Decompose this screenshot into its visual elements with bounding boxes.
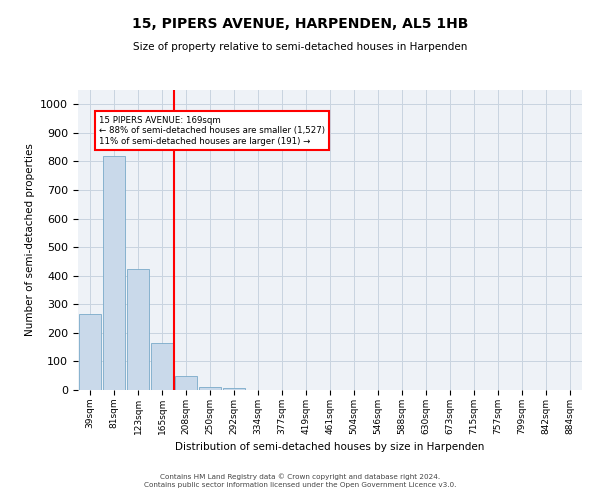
X-axis label: Distribution of semi-detached houses by size in Harpenden: Distribution of semi-detached houses by … [175,442,485,452]
Bar [127,270,149,390]
Bar [103,156,125,390]
Text: Contains HM Land Registry data © Crown copyright and database right 2024.
Contai: Contains HM Land Registry data © Crown c… [144,474,456,488]
Bar [175,376,197,390]
Bar [151,343,173,390]
Bar [199,386,221,390]
Bar [79,314,101,390]
Bar [223,388,245,390]
Y-axis label: Number of semi-detached properties: Number of semi-detached properties [25,144,35,336]
Text: 15, PIPERS AVENUE, HARPENDEN, AL5 1HB: 15, PIPERS AVENUE, HARPENDEN, AL5 1HB [132,18,468,32]
Text: 15 PIPERS AVENUE: 169sqm
← 88% of semi-detached houses are smaller (1,527)
11% o: 15 PIPERS AVENUE: 169sqm ← 88% of semi-d… [99,116,325,146]
Text: Size of property relative to semi-detached houses in Harpenden: Size of property relative to semi-detach… [133,42,467,52]
